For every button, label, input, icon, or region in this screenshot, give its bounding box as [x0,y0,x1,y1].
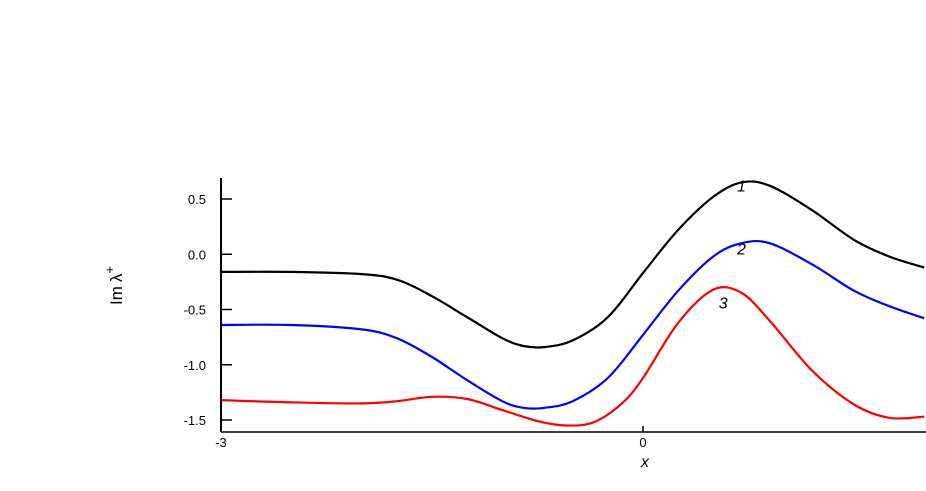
x-tick-label: 0 [639,435,646,450]
axes-layer [220,178,926,433]
y-tick-label: -0.5 [184,303,206,318]
y-tick-label: -1.5 [184,413,206,428]
series-label-3: 3 [719,295,728,312]
series-line-1 [220,180,925,349]
y-tick-label: 0.0 [188,247,206,262]
y-tick-label: 0.5 [188,192,206,207]
y-axis-title-superscript: + [102,266,117,274]
y-tick-label: -1.0 [184,358,206,373]
x-axis-title: x [640,454,650,471]
y-axis-title-main: Im [107,286,126,305]
y-axis-title: Im λ+ [102,266,126,305]
series-line-2 [220,239,925,410]
ticks-layer: 0.5 0.0 -0.5 -1.0 -1.5 -3 0 [184,192,647,450]
series-label-1: 1 [737,178,746,195]
labels-layer: x Im λ+ [102,266,650,471]
series-layer: 1 2 3 [220,178,925,427]
series-label-2: 2 [736,241,746,258]
x-tick-label: -3 [215,435,227,450]
y-axis-title-symbol: λ [107,273,126,282]
series-line-3 [220,286,925,427]
